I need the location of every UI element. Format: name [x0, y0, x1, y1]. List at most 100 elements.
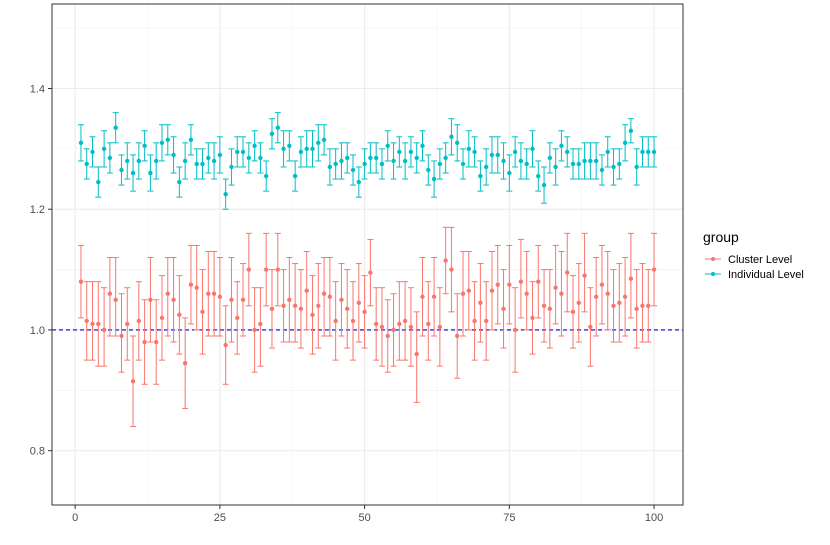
data-point-individual-level — [449, 134, 454, 139]
data-point-individual-level — [142, 143, 147, 149]
data-point-cluster-level — [455, 333, 460, 339]
data-point-cluster-level — [368, 270, 373, 275]
data-point-cluster-level — [547, 306, 553, 312]
data-point-cluster-level — [78, 279, 84, 284]
data-point-individual-level — [634, 164, 639, 170]
data-point-individual-level — [414, 155, 419, 161]
data-point-individual-level — [298, 149, 304, 155]
data-point-individual-level — [316, 140, 321, 146]
data-point-individual-level — [96, 179, 101, 185]
legend-title: group — [703, 229, 739, 245]
plot-border — [51, 3, 684, 506]
data-point-individual-level — [536, 173, 541, 179]
data-point-individual-level — [466, 146, 472, 152]
data-point-individual-level — [553, 164, 558, 170]
series-cluster-level — [77, 226, 658, 428]
data-point-cluster-level — [414, 351, 419, 357]
data-point-cluster-level — [327, 294, 333, 299]
data-point-individual-level — [362, 161, 367, 167]
data-point-cluster-level — [362, 309, 367, 315]
data-point-cluster-level — [646, 303, 651, 309]
data-point-cluster-level — [345, 306, 350, 312]
data-point-individual-level — [559, 143, 564, 149]
data-point-cluster-level — [634, 306, 639, 312]
data-point-cluster-level — [235, 315, 240, 321]
data-point-cluster-level — [171, 297, 176, 302]
data-point-individual-level — [501, 158, 506, 164]
data-point-individual-level — [148, 170, 153, 176]
data-point-cluster-level — [518, 279, 524, 284]
data-point-cluster-level — [570, 309, 576, 315]
data-point-cluster-level — [576, 300, 581, 305]
data-point-individual-level — [310, 146, 315, 152]
data-point-cluster-level — [478, 300, 483, 305]
data-point-cluster-level — [188, 282, 194, 287]
data-point-cluster-level — [397, 321, 402, 327]
data-point-individual-level — [397, 149, 402, 155]
data-point-individual-level — [206, 155, 211, 161]
data-point-individual-level — [263, 173, 269, 179]
data-point-individual-level — [223, 191, 228, 197]
data-point-cluster-level — [130, 379, 136, 384]
data-point-cluster-level — [541, 303, 547, 309]
data-point-individual-level — [321, 137, 327, 143]
legend-key-point-individual-level — [711, 272, 715, 276]
data-point-individual-level — [530, 146, 535, 152]
data-point-individual-level — [391, 158, 396, 164]
data-point-cluster-level — [651, 267, 657, 272]
data-point-individual-level — [368, 155, 373, 161]
data-point-individual-level — [119, 167, 124, 173]
data-point-cluster-level — [211, 291, 217, 296]
data-point-individual-level — [125, 158, 130, 164]
data-point-cluster-level — [119, 333, 124, 339]
data-point-cluster-level — [200, 309, 205, 315]
data-point-individual-level — [113, 125, 118, 130]
data-point-individual-level — [356, 179, 362, 185]
data-point-individual-level — [478, 173, 483, 179]
data-point-cluster-level — [559, 291, 564, 296]
data-point-cluster-level — [281, 303, 286, 309]
data-point-cluster-level — [472, 318, 477, 324]
data-point-individual-level — [576, 161, 581, 167]
data-point-individual-level — [252, 143, 257, 149]
data-point-cluster-level — [107, 291, 113, 296]
data-point-individual-level — [287, 143, 292, 149]
data-point-individual-level — [651, 149, 657, 155]
data-point-individual-level — [565, 149, 570, 155]
data-point-individual-level — [182, 158, 188, 164]
data-point-cluster-level — [90, 321, 95, 327]
data-point-individual-level — [159, 140, 165, 146]
data-point-cluster-level — [165, 291, 170, 296]
data-point-individual-level — [455, 140, 460, 146]
y-tick-label: 0.8 — [30, 446, 45, 458]
data-point-cluster-level — [408, 324, 414, 330]
data-point-cluster-level — [96, 321, 101, 327]
data-point-individual-level — [588, 158, 593, 164]
data-marks — [77, 112, 658, 428]
data-point-cluster-level — [466, 288, 472, 293]
data-point-cluster-level — [159, 315, 165, 321]
data-point-individual-level — [177, 179, 182, 185]
data-point-cluster-level — [148, 297, 153, 302]
data-point-individual-level — [570, 161, 576, 167]
data-point-cluster-level — [246, 267, 252, 272]
data-point-individual-level — [385, 143, 390, 149]
data-point-cluster-level — [402, 318, 408, 324]
data-point-individual-level — [188, 137, 194, 143]
data-point-individual-level — [541, 182, 547, 188]
data-point-cluster-level — [333, 318, 338, 324]
y-tick-label: 1.2 — [30, 204, 45, 216]
data-point-cluster-level — [495, 282, 500, 287]
legend-label-cluster-level: Cluster Level — [728, 254, 792, 266]
data-point-cluster-level — [269, 306, 275, 312]
data-point-cluster-level — [217, 294, 223, 299]
data-point-individual-level — [275, 125, 280, 130]
data-point-individual-level — [426, 167, 431, 173]
data-point-cluster-level — [223, 342, 228, 348]
data-point-individual-level — [327, 164, 333, 170]
data-point-individual-level — [507, 170, 512, 176]
data-point-cluster-level — [379, 324, 385, 330]
data-point-cluster-level — [553, 285, 558, 290]
data-point-cluster-level — [339, 297, 344, 302]
